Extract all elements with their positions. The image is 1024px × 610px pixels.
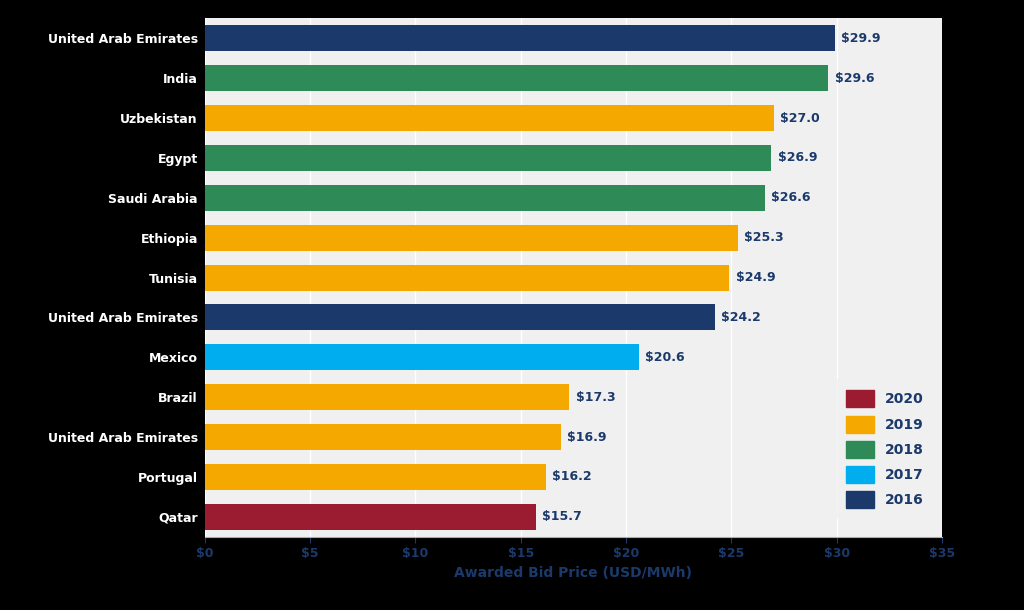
Text: $20.6: $20.6 — [645, 351, 685, 364]
Bar — [205, 185, 765, 210]
Bar — [205, 504, 536, 530]
Text: $27.0: $27.0 — [780, 112, 819, 124]
Text: $15.7: $15.7 — [542, 511, 582, 523]
Text: $16.2: $16.2 — [552, 470, 592, 484]
Bar — [205, 304, 715, 331]
Bar — [205, 464, 546, 490]
Text: $25.3: $25.3 — [744, 231, 783, 244]
Bar — [205, 224, 737, 251]
Bar — [205, 265, 729, 290]
Bar — [205, 345, 639, 370]
Bar — [205, 145, 771, 171]
Text: $26.9: $26.9 — [778, 151, 817, 165]
Text: $26.6: $26.6 — [771, 192, 811, 204]
Text: $29.9: $29.9 — [841, 32, 881, 45]
Legend: 2020, 2019, 2018, 2017, 2016: 2020, 2019, 2018, 2017, 2016 — [836, 379, 935, 520]
Bar — [205, 424, 561, 450]
X-axis label: Awarded Bid Price (USD/MWh): Awarded Bid Price (USD/MWh) — [455, 565, 692, 580]
Bar — [205, 25, 835, 51]
Text: $24.9: $24.9 — [735, 271, 775, 284]
Text: $16.9: $16.9 — [567, 431, 606, 443]
Text: $24.2: $24.2 — [721, 311, 761, 324]
Text: $29.6: $29.6 — [835, 71, 874, 85]
Bar — [205, 384, 569, 410]
Bar — [205, 65, 828, 91]
Bar — [205, 105, 773, 131]
Text: $17.3: $17.3 — [575, 390, 615, 404]
